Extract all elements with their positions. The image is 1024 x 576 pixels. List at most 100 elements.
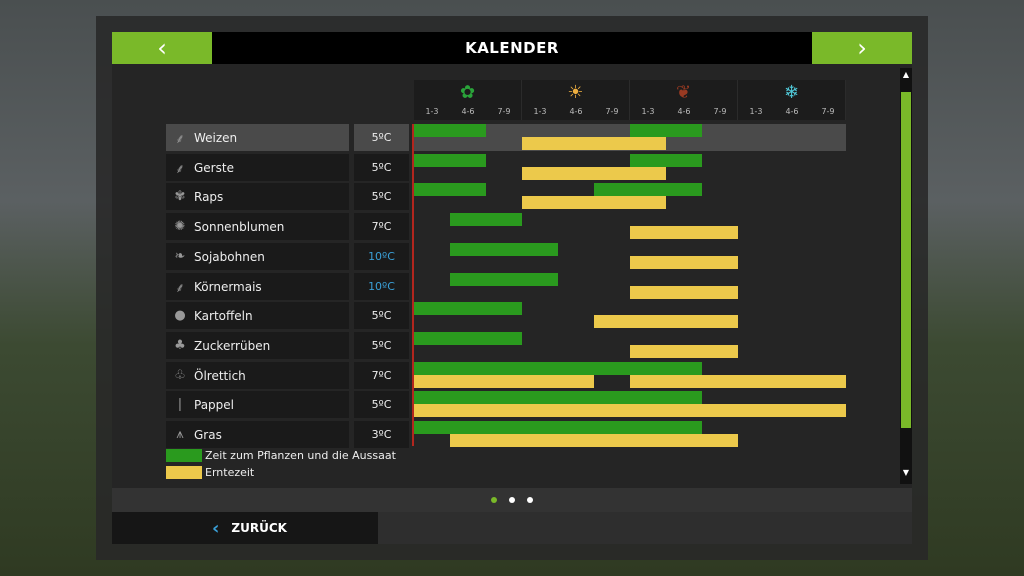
next-page-button[interactable]: › xyxy=(812,32,912,64)
season-autumn: ❦ 1-3 4-6 7-9 xyxy=(630,80,738,120)
chevron-left-icon: ‹ xyxy=(212,517,220,539)
harvest-bar xyxy=(630,375,846,388)
harvest-bar xyxy=(522,167,666,180)
crop-row-weizen[interactable]: ⸙ Weizen xyxy=(166,124,349,151)
period-tick-label: 1-3 xyxy=(749,107,763,116)
page-dot-2[interactable] xyxy=(509,497,515,503)
crop-row-sonnenblumen[interactable]: ✺ Sonnenblumen xyxy=(166,213,349,240)
scrollbar-thumb[interactable] xyxy=(901,92,911,428)
crop-row-kartoffeln[interactable]: ● Kartoffeln xyxy=(166,302,349,329)
plant-bar xyxy=(414,362,702,375)
back-button[interactable]: ‹ ZURÜCK xyxy=(112,512,378,544)
crop-min-temperature: 5ºC xyxy=(354,124,409,151)
legend-swatch-harvest xyxy=(166,466,202,479)
chevron-right-icon: › xyxy=(857,34,867,62)
sun-icon: ☀ xyxy=(567,82,584,103)
crop-min-temperature: 10ºC xyxy=(354,273,409,300)
crop-row-körnermais[interactable]: ⸙ Körnermais xyxy=(166,273,349,300)
plant-bar xyxy=(414,332,522,345)
crop-name: Raps xyxy=(194,189,224,204)
period-tick-label: 4-6 xyxy=(569,107,583,116)
crop-name: Weizen xyxy=(194,130,238,145)
back-label: ZURÜCK xyxy=(231,521,287,535)
season-summer: ☀ 1-3 4-6 7-9 xyxy=(522,80,630,120)
page-dot-3[interactable] xyxy=(527,497,533,503)
harvest-bar xyxy=(414,375,594,388)
season-winter: ❄ 1-3 4-6 7-9 xyxy=(738,80,846,120)
harvest-bar xyxy=(522,196,666,209)
sugarbeet-icon: ♣ xyxy=(174,338,186,353)
plant-bar xyxy=(594,183,702,196)
harvest-bar xyxy=(414,404,846,417)
harvest-bar xyxy=(630,345,738,358)
chevron-left-icon: ‹ xyxy=(157,34,167,62)
crop-row-pappel[interactable]: ❘ Pappel xyxy=(166,391,349,418)
crop-min-temperature: 5ºC xyxy=(354,302,409,329)
period-tick-label: 7-9 xyxy=(821,107,835,116)
plant-bar xyxy=(450,273,558,286)
crop-name: Sonnenblumen xyxy=(194,219,285,234)
period-tick-label: 7-9 xyxy=(605,107,619,116)
harvest-bar xyxy=(594,315,738,328)
crop-row-zuckerrüben[interactable]: ♣ Zuckerrüben xyxy=(166,332,349,359)
crop-row-gras[interactable]: ⩚ Gras xyxy=(166,421,349,448)
crop-row-ölrettich[interactable]: ♧ Ölrettich xyxy=(166,362,349,389)
plant-bar xyxy=(414,124,486,137)
canola-icon: ✾ xyxy=(174,189,186,204)
soybean-icon: ❧ xyxy=(174,249,186,264)
crop-min-temperature: 7ºC xyxy=(354,362,409,389)
grass-icon: ⩚ xyxy=(176,427,184,442)
current-period-marker xyxy=(412,124,414,446)
crop-name: Gerste xyxy=(194,160,234,175)
crop-name: Kartoffeln xyxy=(194,308,253,323)
period-tick-label: 4-6 xyxy=(461,107,475,116)
wheat-icon: ⸙ xyxy=(175,131,185,147)
radish-icon: ♧ xyxy=(174,368,186,383)
potato-icon: ● xyxy=(174,308,186,323)
crop-name: Körnermais xyxy=(194,279,262,294)
plant-bar xyxy=(414,391,702,404)
scroll-down-icon[interactable]: ▼ xyxy=(902,468,910,477)
harvest-bar xyxy=(450,434,738,447)
season-spring: ✿ 1-3 4-6 7-9 xyxy=(414,80,522,120)
leaf-icon: ❦ xyxy=(675,82,692,103)
crop-row-gerste[interactable]: ⸙ Gerste xyxy=(166,154,349,181)
crop-name: Zuckerrüben xyxy=(194,338,271,353)
prev-page-button[interactable]: ‹ xyxy=(112,32,212,64)
sunflower-icon: ✺ xyxy=(174,219,186,234)
period-tick-label: 7-9 xyxy=(713,107,727,116)
crop-name: Pappel xyxy=(194,397,235,412)
crop-row-raps[interactable]: ✾ Raps xyxy=(166,183,349,210)
crop-name: Ölrettich xyxy=(194,368,246,383)
harvest-bar xyxy=(630,256,738,269)
crop-min-temperature: 5ºC xyxy=(354,332,409,359)
poplar-icon: ❘ xyxy=(174,397,186,412)
barley-icon: ⸙ xyxy=(175,161,185,177)
scroll-up-icon[interactable]: ▲ xyxy=(902,70,910,79)
harvest-bar xyxy=(630,226,738,239)
crop-name: Gras xyxy=(194,427,222,442)
crop-min-temperature: 7ºC xyxy=(354,213,409,240)
period-tick-label: 1-3 xyxy=(533,107,547,116)
legend-plant: Zeit zum Pflanzen und die Aussaat xyxy=(205,449,396,462)
period-tick-label: 4-6 xyxy=(677,107,691,116)
period-tick-label: 4-6 xyxy=(785,107,799,116)
crop-row-sojabohnen[interactable]: ❧ Sojabohnen xyxy=(166,243,349,270)
crop-min-temperature: 5ºC xyxy=(354,391,409,418)
harvest-bar xyxy=(522,137,666,150)
plant-bar xyxy=(450,243,558,256)
plant-bar xyxy=(450,213,522,226)
period-tick-label: 7-9 xyxy=(497,107,511,116)
page-dot-1[interactable] xyxy=(491,497,497,503)
plant-bar xyxy=(630,124,702,137)
plant-bar xyxy=(630,154,702,167)
plant-bar xyxy=(414,302,522,315)
snowflake-icon: ❄ xyxy=(783,82,800,103)
plant-bar xyxy=(414,421,702,434)
corn-icon: ⸙ xyxy=(175,280,185,296)
plant-bar xyxy=(414,183,486,196)
footer-bar xyxy=(378,512,912,544)
harvest-bar xyxy=(630,286,738,299)
crop-min-temperature: 10ºC xyxy=(354,243,409,270)
period-tick-label: 1-3 xyxy=(641,107,655,116)
